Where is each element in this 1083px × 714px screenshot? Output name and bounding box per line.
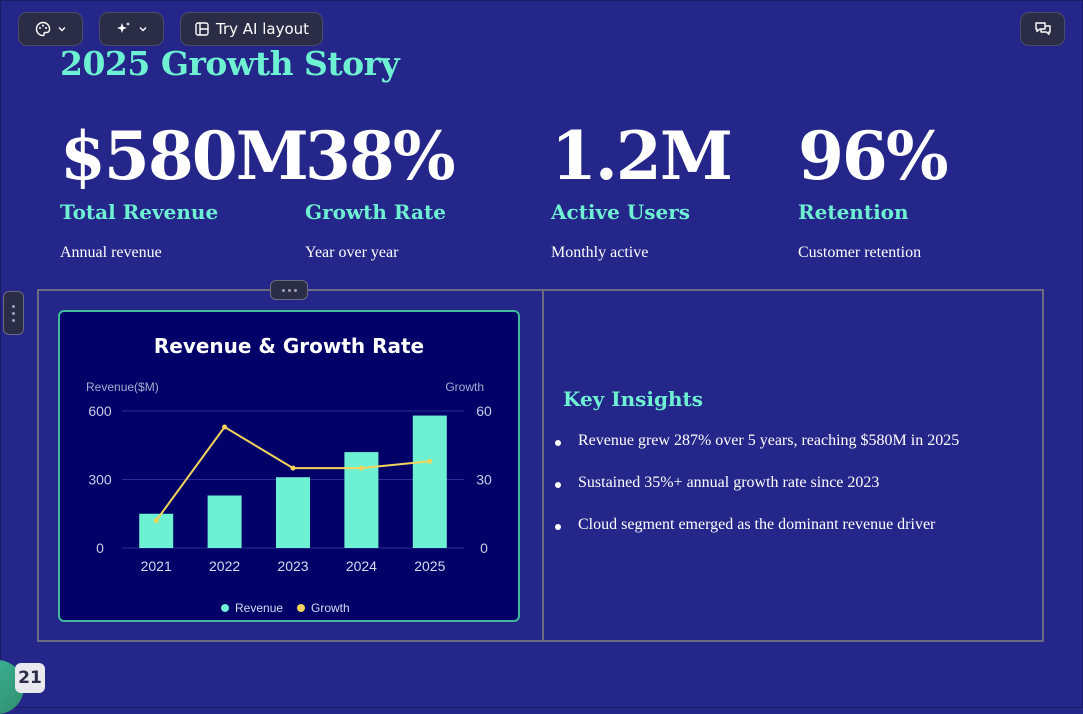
growth-point — [290, 465, 296, 471]
comment-button[interactable] — [1020, 12, 1065, 46]
x-tick-label: 2023 — [277, 558, 308, 574]
growth-point — [222, 424, 228, 430]
bar — [412, 415, 447, 548]
stat-value: 38% — [305, 117, 456, 195]
stat-subtext: Annual revenue — [60, 244, 162, 261]
list-item: Sustained 35%+ annual growth rate since … — [555, 474, 959, 516]
column-drag-handle[interactable] — [270, 280, 308, 300]
bar — [207, 495, 242, 548]
comment-icon — [1034, 22, 1051, 35]
content-section[interactable] — [37, 289, 1044, 642]
y2-axis-label: Growth — [445, 380, 484, 394]
stat-label: Total Revenue — [60, 200, 219, 224]
chart-title: Revenue & Growth Rate — [153, 334, 425, 358]
page-number: 21 — [15, 663, 45, 693]
stat-label: Growth Rate — [305, 200, 446, 224]
ai-button[interactable] — [99, 12, 164, 46]
stat-revenue: $580M Total Revenue Annual revenue — [60, 117, 309, 262]
y-tick-label: 300 — [88, 472, 112, 488]
revenue-growth-chart[interactable]: Revenue & Growth Rate 0 300 600 0 30 60 Revenu… — [58, 310, 520, 622]
legend-growth-label: Growth — [311, 601, 350, 615]
palette-icon — [35, 21, 50, 37]
x-tick-label: 2024 — [346, 558, 377, 574]
stat-subtext: Monthly active — [551, 244, 649, 261]
try-ai-layout-label: Try AI layout — [215, 20, 310, 38]
y2-tick-label: 0 — [480, 540, 488, 556]
sparkle-icon — [116, 22, 130, 33]
try-ai-layout-button[interactable]: Try AI layout — [180, 12, 323, 46]
insights-list: Revenue grew 287% over 5 years, reaching… — [555, 432, 959, 558]
x-tick-label: 2021 — [141, 558, 172, 574]
bullet-icon — [555, 482, 561, 488]
stat-value: 1.2M — [551, 117, 733, 195]
y-axis-label: Revenue($M) — [86, 380, 159, 394]
list-item: Revenue grew 287% over 5 years, reaching… — [555, 432, 959, 474]
list-item-text: Sustained 35%+ annual growth rate since … — [578, 474, 880, 491]
insights-title: Key Insights — [563, 387, 704, 411]
stat-value: 96% — [798, 117, 949, 195]
stat-retention: 96% Retention Customer retention — [798, 118, 1038, 262]
stat-growth-rate: 38% Growth Rate Year over year — [305, 118, 545, 262]
growth-point — [427, 458, 433, 464]
chevron-down-icon — [58, 27, 65, 32]
list-item: Cloud segment emerged as the dominant re… — [555, 516, 959, 558]
y2-tick-label: 30 — [476, 472, 492, 488]
layout-icon — [195, 22, 209, 36]
x-tick-label: 2025 — [414, 558, 445, 574]
stat-active-users: 1.2M Active Users Monthly active — [551, 118, 791, 262]
y-tick-label: 0 — [96, 540, 104, 556]
growth-point — [358, 465, 364, 471]
growth-point — [153, 518, 159, 524]
block-drag-handle[interactable] — [3, 291, 24, 335]
bullet-icon — [555, 440, 561, 446]
bar — [276, 477, 310, 548]
list-item-text: Cloud segment emerged as the dominant re… — [578, 516, 936, 533]
legend-revenue-label: Revenue — [235, 601, 283, 615]
legend-revenue-marker — [221, 604, 229, 612]
y2-tick-label: 60 — [476, 403, 492, 419]
stat-label: Retention — [798, 200, 909, 224]
list-item-text: Revenue grew 287% over 5 years, reaching… — [578, 432, 960, 449]
bullet-icon — [555, 524, 561, 530]
stat-value: $580M — [60, 117, 309, 195]
stat-subtext: Year over year — [305, 244, 399, 261]
theme-button[interactable] — [18, 12, 83, 46]
stat-subtext: Customer retention — [798, 244, 922, 261]
x-tick-label: 2022 — [209, 558, 240, 574]
slide-title: 2025 Growth Story — [60, 44, 400, 83]
column-divider — [542, 291, 544, 640]
chevron-down-icon — [139, 27, 146, 32]
stat-label: Active Users — [551, 200, 691, 224]
chart-canvas: 0 300 600 0 30 60 Revenue($M) Growth 2021 2022 202… — [86, 380, 492, 615]
legend-growth-marker — [297, 604, 305, 612]
y-tick-label: 600 — [88, 403, 112, 419]
